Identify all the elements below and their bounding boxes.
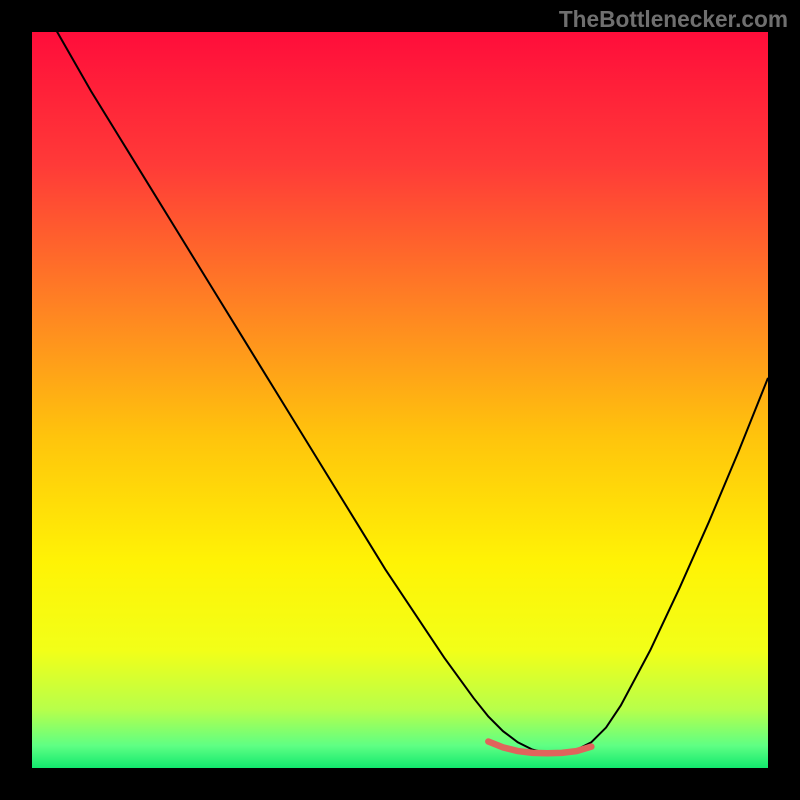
gradient-background: [32, 32, 768, 768]
chart-container: TheBottlenecker.com: [0, 0, 800, 800]
attribution-text: TheBottlenecker.com: [559, 6, 788, 33]
line-chart: [32, 32, 768, 768]
plot-area: [32, 32, 768, 768]
